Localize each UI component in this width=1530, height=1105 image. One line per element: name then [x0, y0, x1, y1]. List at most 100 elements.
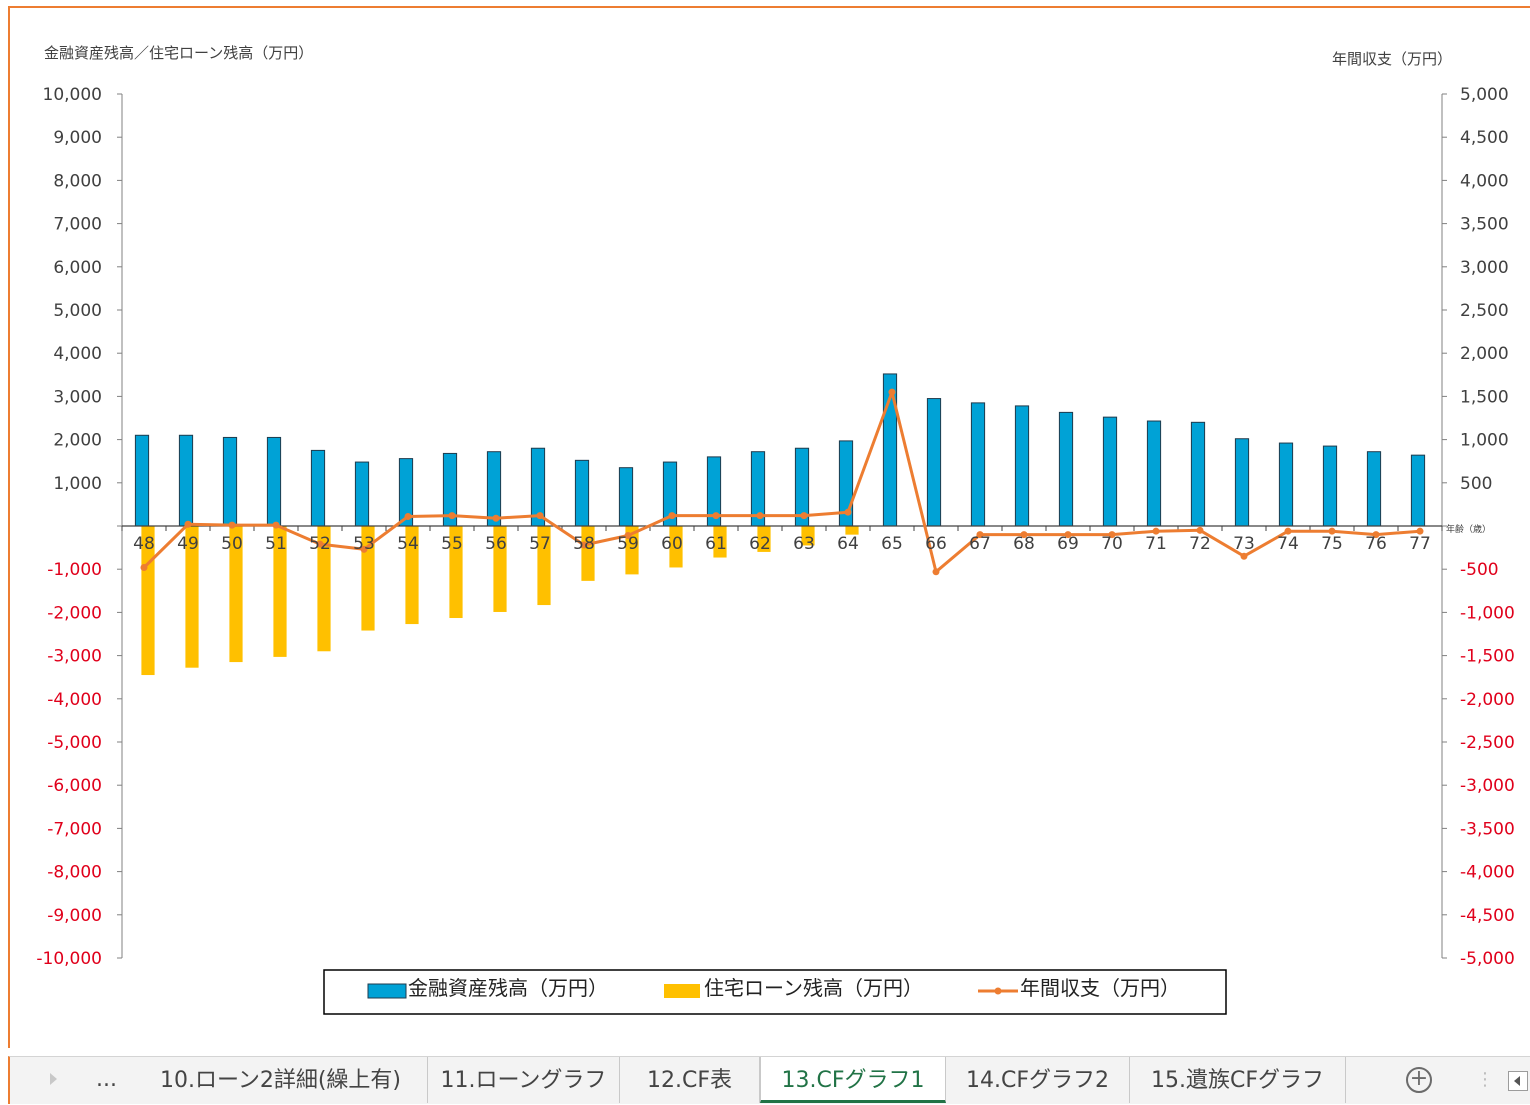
x-tick-label: 51	[265, 534, 287, 554]
line-point-annual-balance	[756, 512, 764, 520]
bar-housing-loan	[669, 526, 683, 568]
right-tick-label: -4,500	[1460, 906, 1515, 926]
right-tick-label: -2,000	[1460, 690, 1515, 710]
left-axis-title: 金融資産残高／住宅ローン残高（万円）	[44, 44, 313, 62]
x-tick-label: 76	[1365, 534, 1387, 554]
left-tick-label: -7,000	[47, 819, 102, 839]
bar-housing-loan	[449, 526, 463, 619]
left-tick-label: -1,000	[47, 560, 102, 580]
bar-financial-assets	[618, 467, 634, 527]
x-tick-label: 64	[837, 534, 859, 554]
bar-financial-assets	[1058, 411, 1074, 527]
x-tick-label: 59	[617, 534, 639, 554]
bar-housing-loan	[141, 526, 155, 676]
legend-swatch-financial-assets	[367, 983, 407, 999]
line-point-annual-balance	[800, 512, 808, 520]
line-annual-balance	[142, 390, 1421, 574]
sheet-tab-cf-graph1[interactable]: 13.CFグラフ1	[760, 1057, 946, 1103]
line-point-annual-balance	[1240, 552, 1248, 560]
right-tick-label: 3,500	[1460, 215, 1509, 235]
line-point-annual-balance	[1328, 527, 1336, 535]
bar-financial-assets	[1234, 438, 1250, 527]
line-point-annual-balance	[580, 541, 588, 549]
x-tick-label: 75	[1321, 534, 1343, 554]
left-tick-label: 1,000	[53, 474, 102, 494]
bar-housing-loan	[493, 526, 507, 612]
bar-financial-assets	[354, 461, 370, 527]
sheet-tab-cf-graph2[interactable]: 14.CFグラフ2	[946, 1057, 1130, 1103]
x-tick-label: 56	[485, 534, 507, 554]
bar-financial-assets	[1146, 420, 1162, 527]
x-tick-label: 48	[133, 534, 155, 554]
right-tick-label: -500	[1460, 560, 1499, 580]
right-tick-label: -3,500	[1460, 819, 1515, 839]
right-tick-label: 4,500	[1460, 128, 1509, 148]
line-point-annual-balance	[712, 512, 720, 520]
scroll-left-button[interactable]	[1508, 1071, 1528, 1091]
left-tick-label: 2,000	[53, 431, 102, 451]
left-tick-label: -5,000	[47, 733, 102, 753]
sheet-tab-loan2-detail[interactable]: 10.ローン2詳細(繰上有)	[134, 1057, 428, 1103]
left-tick-label: 8,000	[53, 171, 102, 191]
legend-marker-annual-balance	[994, 987, 1002, 995]
left-tick-label: 7,000	[53, 215, 102, 235]
bar-housing-loan	[405, 526, 419, 625]
x-tick-label: 60	[661, 534, 683, 554]
x-tick-label: 53	[353, 534, 375, 554]
right-tick-label: -1,500	[1460, 647, 1515, 667]
line-point-annual-balance	[404, 512, 412, 520]
x-tick-label: 74	[1277, 534, 1299, 554]
sheet-tab-bereaved-cf-graph[interactable]: 15.遺族CFグラフ	[1130, 1057, 1346, 1103]
x-tick-label: 54	[397, 534, 419, 554]
line-point-annual-balance	[844, 508, 852, 516]
sheet-tab-bar: ... 10.ローン2詳細(繰上有) 11.ローングラフ 12.CF表 13.C…	[8, 1056, 1530, 1104]
x-tick-label: 52	[309, 534, 331, 554]
bar-financial-assets	[486, 451, 502, 527]
bar-housing-loan	[757, 526, 771, 552]
line-point-annual-balance	[448, 512, 456, 520]
left-tick-label: -4,000	[47, 690, 102, 710]
x-tick-label: 67	[969, 534, 991, 554]
bar-housing-loan	[185, 526, 199, 668]
left-tick-label: -9,000	[47, 906, 102, 926]
bar-financial-assets	[1102, 416, 1118, 527]
left-tick-label: 9,000	[53, 128, 102, 148]
right-tick-label: 3,000	[1460, 258, 1509, 278]
plus-circle-icon[interactable]: +	[1406, 1067, 1432, 1093]
right-tick-label: 5,000	[1460, 85, 1509, 105]
sheet-tab-loan-graph[interactable]: 11.ローングラフ	[428, 1057, 620, 1103]
chart-area[interactable]: 金融資産残高／住宅ローン残高（万円） 年間収支（万円） 10,000 5,000 9,0…	[8, 6, 1530, 1048]
x-tick-label: 68	[1013, 534, 1035, 554]
x-tick-label: 55	[441, 534, 463, 554]
tab-overflow-button[interactable]: ...	[96, 1067, 117, 1092]
bar-financial-assets	[1366, 451, 1382, 527]
x-tick-label: 62	[749, 534, 771, 554]
right-tick-label: 1,000	[1460, 431, 1509, 451]
legend-label-housing-loan: 住宅ローン残高（万円）	[704, 976, 923, 1000]
line-point-annual-balance	[1372, 531, 1380, 539]
x-tick-label: 65	[881, 534, 903, 554]
right-tick-label: -1,000	[1460, 603, 1515, 623]
x-tick-label: 71	[1145, 534, 1167, 554]
line-point-annual-balance	[272, 521, 280, 529]
line-point-annual-balance	[668, 512, 676, 520]
right-tick-label: 4,000	[1460, 171, 1509, 191]
left-tick-label: -2,000	[47, 603, 102, 623]
sheet-tab-cf-table[interactable]: 12.CF表	[620, 1057, 760, 1103]
line-point-annual-balance	[1108, 531, 1116, 539]
bar-financial-assets	[1190, 421, 1206, 527]
x-tick-label: 70	[1101, 534, 1123, 554]
bar-financial-assets	[266, 436, 282, 527]
right-tick-label: 1,500	[1460, 387, 1509, 407]
bar-financial-assets	[1322, 445, 1338, 527]
line-point-annual-balance	[1064, 531, 1072, 539]
right-tick-label: 2,500	[1460, 301, 1509, 321]
line-point-annual-balance	[624, 532, 632, 540]
tab-splitter-handle[interactable]: ⋮	[1476, 1069, 1494, 1090]
x-tick-label: 69	[1057, 534, 1079, 554]
x-tick-label: 66	[925, 534, 947, 554]
tab-scroll-right-icon[interactable]	[50, 1073, 57, 1085]
x-tick-label: 77	[1409, 534, 1431, 554]
line-point-annual-balance	[1416, 527, 1424, 535]
right-tick-label: -5,000	[1460, 949, 1515, 969]
